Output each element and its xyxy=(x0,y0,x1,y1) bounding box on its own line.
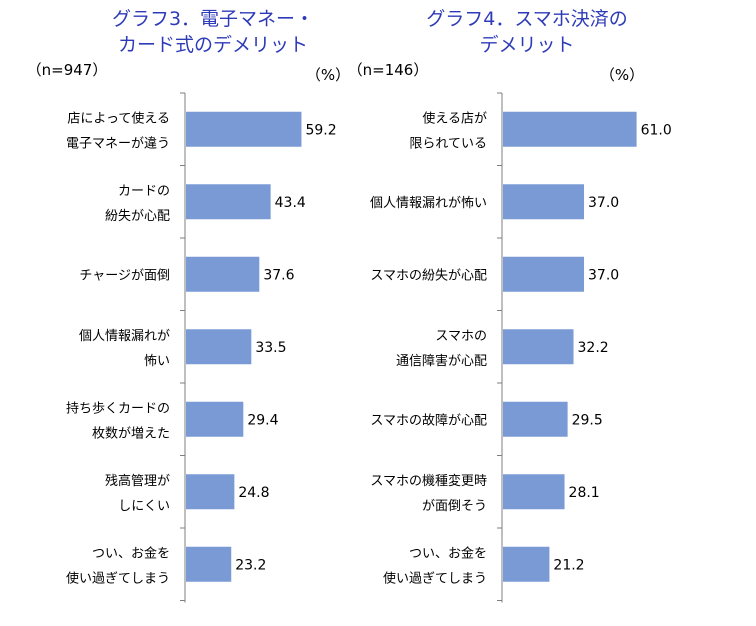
bar xyxy=(503,546,550,582)
bar xyxy=(186,329,252,365)
bar xyxy=(503,401,568,437)
category-label: つい、お金を xyxy=(92,545,170,561)
data-label: 37.0 xyxy=(588,267,619,283)
category-label: 電子マネーが違う xyxy=(66,136,170,151)
bar xyxy=(186,111,302,147)
data-label: 37.0 xyxy=(588,195,619,211)
bar xyxy=(186,184,271,220)
data-label: 24.8 xyxy=(238,485,269,501)
category-label: チャージが面倒 xyxy=(79,268,170,283)
data-label: 33.5 xyxy=(255,340,286,356)
category-label: 紛失が心配 xyxy=(105,209,170,224)
data-label: 32.2 xyxy=(578,340,609,356)
unit-label: （%） xyxy=(600,66,644,84)
chart-title-line-2: カード式のデメリット xyxy=(118,34,308,56)
bar xyxy=(503,111,637,147)
category-label: 枚数が増えた xyxy=(92,426,170,441)
bar xyxy=(503,329,574,365)
category-label: スマホの故障が心配 xyxy=(370,413,487,428)
category-label: 怖い xyxy=(144,353,170,369)
bar xyxy=(186,546,232,582)
bar xyxy=(186,401,244,437)
category-label: スマホの xyxy=(435,329,487,344)
bar xyxy=(503,184,585,220)
data-label: 61.0 xyxy=(641,122,672,138)
category-label: が面倒そう xyxy=(422,499,487,514)
data-label: 29.5 xyxy=(572,412,603,428)
category-label: 通信障害が心配 xyxy=(396,353,487,369)
bar xyxy=(186,256,260,292)
category-label: 持ち歩くカードの xyxy=(66,401,170,416)
category-label: 使い過ぎてしまう xyxy=(66,570,170,586)
data-label: 43.4 xyxy=(275,195,306,211)
bar xyxy=(503,474,565,510)
sample-size-label: （n=947） xyxy=(27,61,108,79)
chart-title-line-1: グラフ4．スマホ決済の xyxy=(426,8,628,30)
category-label: 個人情報漏れが怖い xyxy=(370,195,487,211)
sample-size-label: （n=146） xyxy=(348,61,429,79)
bar xyxy=(503,256,585,292)
category-label: スマホの紛失が心配 xyxy=(370,268,487,283)
data-label: 23.2 xyxy=(235,557,266,573)
data-label: 28.1 xyxy=(569,485,600,501)
data-label: 29.4 xyxy=(247,412,278,428)
category-label: 限られている xyxy=(409,136,487,151)
category-label: 残高管理が xyxy=(105,473,170,489)
category-label: しにくい xyxy=(118,499,170,514)
category-label: カードの xyxy=(118,184,170,199)
category-label: スマホの機種変更時 xyxy=(370,473,487,489)
category-label: 個人情報漏れが xyxy=(79,328,170,344)
category-label: 使える店が xyxy=(422,110,487,126)
unit-label: （%） xyxy=(306,66,350,84)
chart-title-line-2: デメリット xyxy=(479,34,574,56)
chart-title-line-1: グラフ3．電子マネー・ xyxy=(112,8,314,30)
category-label: 店によって使える xyxy=(67,110,170,126)
category-label: 使い過ぎてしまう xyxy=(383,570,487,586)
data-label: 37.6 xyxy=(263,267,294,283)
data-label: 21.2 xyxy=(553,557,584,573)
category-label: つい、お金を xyxy=(409,545,487,561)
bar xyxy=(186,474,235,510)
data-label: 59.2 xyxy=(305,122,336,138)
